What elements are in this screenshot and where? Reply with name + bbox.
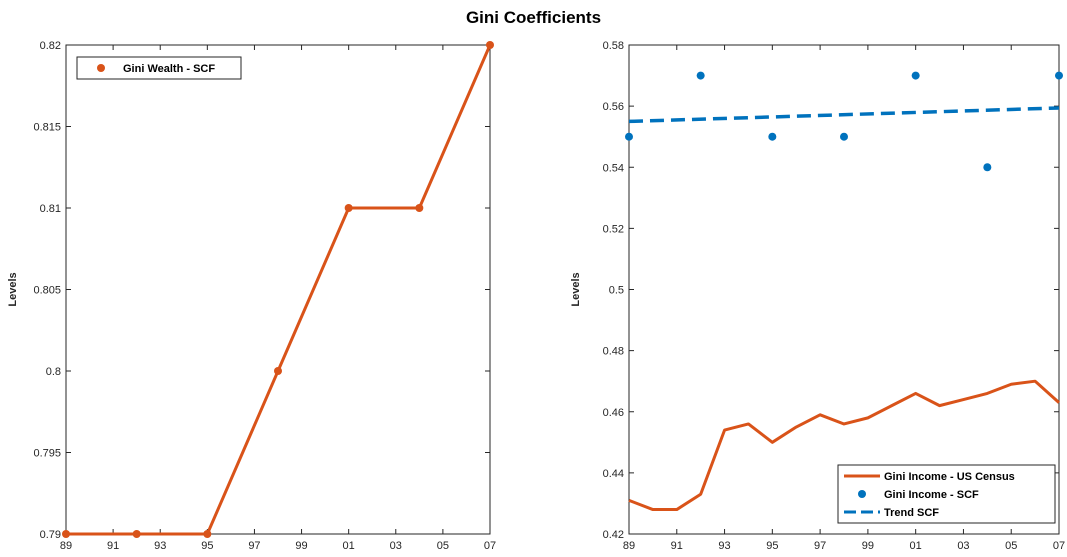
x-tick-label: 89 bbox=[60, 540, 72, 552]
y-tick-label: 0.8 bbox=[46, 366, 61, 378]
legend-label: Gini Income - SCF bbox=[884, 489, 979, 501]
x-tick-label: 99 bbox=[862, 540, 874, 552]
y-tick-label: 0.46 bbox=[603, 407, 624, 419]
y-tick-label: 0.5 bbox=[609, 285, 624, 297]
legend-marker bbox=[97, 64, 105, 72]
series-trend-scf bbox=[628, 106, 1060, 124]
y-tick-label: 0.79 bbox=[40, 529, 61, 541]
y-tick-label: 0.795 bbox=[33, 448, 61, 460]
x-tick-label: 91 bbox=[107, 540, 119, 552]
x-tick-label: 97 bbox=[814, 540, 826, 552]
data-point bbox=[344, 204, 353, 212]
y-tick-label: 0.81 bbox=[40, 203, 61, 215]
data-point bbox=[415, 204, 424, 212]
data-point bbox=[486, 41, 494, 49]
x-tick-label: 91 bbox=[671, 540, 683, 552]
series-line bbox=[628, 106, 1060, 124]
x-tick-label: 95 bbox=[766, 540, 778, 552]
series-gini-wealth-scf bbox=[62, 41, 494, 538]
data-point bbox=[696, 71, 705, 80]
data-point bbox=[983, 163, 992, 172]
data-point bbox=[625, 132, 633, 141]
y-tick-label: 0.42 bbox=[603, 529, 624, 541]
y-tick-label: 0.58 bbox=[603, 40, 624, 52]
legend-marker bbox=[858, 490, 866, 498]
y-tick-label: 0.52 bbox=[603, 223, 624, 235]
plot-area bbox=[628, 44, 1060, 535]
y-axis-label: Levels bbox=[7, 272, 19, 306]
x-tick-label: 01 bbox=[910, 540, 922, 552]
legend-label: Gini Income - US Census bbox=[884, 471, 1015, 483]
data-point bbox=[203, 530, 212, 538]
y-tick-label: 0.805 bbox=[33, 285, 61, 297]
x-tick-label: 03 bbox=[390, 540, 402, 552]
series-gini-income-us-census bbox=[628, 379, 1061, 512]
y-tick-label: 0.44 bbox=[603, 468, 624, 480]
data-point bbox=[274, 367, 282, 375]
data-point bbox=[911, 71, 920, 80]
legend: Gini Wealth - SCF bbox=[76, 56, 242, 80]
y-tick-label: 0.82 bbox=[40, 40, 61, 52]
figure-title: Gini Coefficients bbox=[465, 8, 602, 27]
x-tick-label: 97 bbox=[248, 540, 260, 552]
plot-area bbox=[65, 44, 491, 535]
series-line bbox=[628, 379, 1061, 512]
y-tick-label: 0.54 bbox=[603, 162, 624, 174]
x-tick-label: 99 bbox=[295, 540, 307, 552]
x-tick-label: 93 bbox=[154, 540, 166, 552]
gini-income-chart: 89 91 93 95 97 99 01 03 05 07 0.42 0.44 0.46 0.48 0.5 0… bbox=[570, 40, 1065, 552]
x-tick-label: 01 bbox=[343, 540, 355, 552]
y-tick-label: 0.48 bbox=[603, 346, 624, 358]
y-tick-label: 0.56 bbox=[603, 101, 624, 113]
legend-label: Gini Wealth - SCF bbox=[123, 63, 215, 75]
x-tick-label: 03 bbox=[957, 540, 969, 552]
legend-box bbox=[76, 56, 242, 80]
series-gini-income-scf bbox=[625, 71, 1063, 172]
data-point bbox=[1055, 71, 1063, 80]
x-tick-label: 07 bbox=[1053, 540, 1065, 552]
gini-wealth-chart: 89 91 93 95 97 99 01 03 05 07 0.79 0.795 0.8 0.805 0.8… bbox=[7, 40, 496, 552]
data-point bbox=[132, 530, 141, 538]
data-point bbox=[840, 132, 848, 141]
legend: Gini Income - US Census Gini Income - SCF… bbox=[837, 464, 1056, 524]
data-point bbox=[768, 132, 777, 141]
legend-label: Trend SCF bbox=[884, 507, 939, 519]
x-tick-label: 89 bbox=[623, 540, 635, 552]
x-tick-label: 07 bbox=[484, 540, 496, 552]
x-tick-label: 93 bbox=[718, 540, 730, 552]
x-tick-label: 95 bbox=[201, 540, 213, 552]
y-tick-label: 0.815 bbox=[33, 122, 61, 134]
x-tick-label: 05 bbox=[1005, 540, 1017, 552]
data-point bbox=[62, 530, 70, 538]
x-tick-label: 05 bbox=[437, 540, 449, 552]
y-axis-label: Levels bbox=[570, 272, 582, 306]
